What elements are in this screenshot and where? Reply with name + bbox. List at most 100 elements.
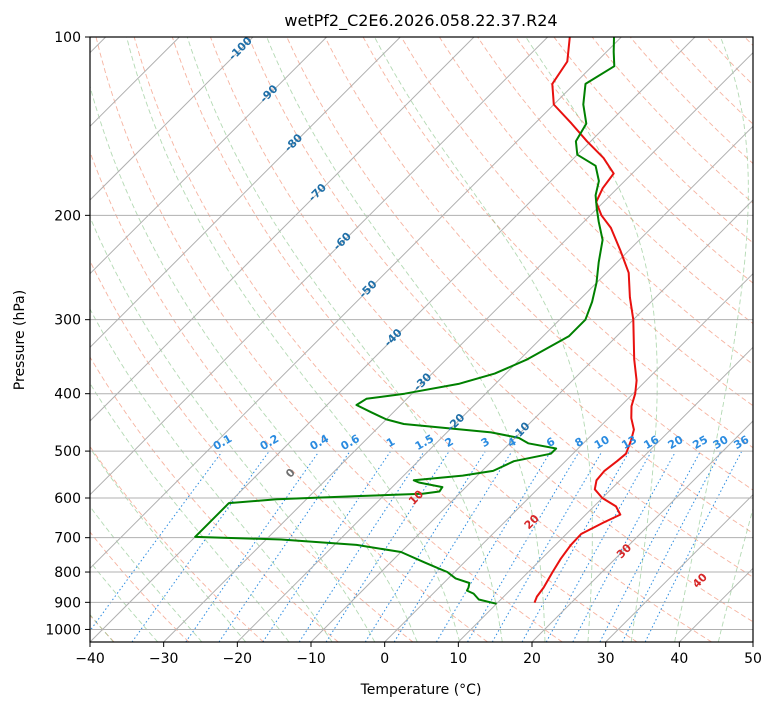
mixing-ratio-label: 20 <box>666 433 686 452</box>
y-tick-label: 800 <box>54 565 81 581</box>
mixing-ratio-label: 0.1 <box>211 432 234 453</box>
dry-adiabat-line <box>362 37 753 449</box>
mixing-ratio-line <box>298 451 425 642</box>
dry-adiabat-line <box>90 445 264 642</box>
isotherm-line <box>384 272 753 642</box>
dry-adiabat-line <box>210 37 753 623</box>
mixing-ratio-label: 1 <box>384 435 397 450</box>
y-tick-label: 600 <box>54 491 81 507</box>
mixing-ratio-label: 10 <box>592 433 612 452</box>
mixing-ratio-line <box>90 451 223 632</box>
dry-adiabat-line <box>324 37 753 491</box>
isotherm-line <box>457 346 753 642</box>
mixing-ratio-label: 36 <box>732 433 752 452</box>
x-tick-label: 10 <box>449 651 467 667</box>
dry-adiabat-line <box>90 259 414 642</box>
mixing-ratio-label: 0.4 <box>308 432 332 453</box>
mixing-ratio-line <box>644 451 742 642</box>
x-axis-label: Temperature (°C) <box>360 682 482 698</box>
isotherm-line <box>163 51 753 642</box>
isotherm-line <box>605 493 753 642</box>
x-axis: −40 −30 −20 −10 0 10 20 30 40 50 <box>75 642 762 667</box>
isotherm-line <box>90 37 696 642</box>
mixing-ratio-label: 16 <box>641 433 661 452</box>
dry-adiabat-line <box>477 37 753 325</box>
isotherm-line <box>90 37 622 570</box>
isotherm-line <box>90 37 549 496</box>
dry-adiabat-line <box>248 37 753 578</box>
mixing-ratio-line <box>218 451 351 642</box>
mixing-ratio-line <box>393 451 513 642</box>
moist-adiabat-line <box>90 216 376 642</box>
mixing-ratio-line <box>521 451 630 642</box>
isotherms <box>90 37 753 642</box>
mixing-ratio-line <box>545 451 652 642</box>
isotherm-label: -50 <box>356 277 379 300</box>
moist-adiabat-label: 20 <box>522 512 542 532</box>
dry-adiabat-line <box>95 37 563 642</box>
isotherm-line <box>310 199 753 642</box>
dry-adiabat-line <box>133 37 638 642</box>
mixing-ratio-label: 13 <box>619 433 639 452</box>
isotherm-label: -100 <box>226 34 255 63</box>
dry-adiabat-line <box>90 531 190 642</box>
isotherm-label: -80 <box>282 131 305 154</box>
temperature-line <box>533 37 638 603</box>
chart-title: wetPf2_C2E6.2026.058.22.37.R24 <box>284 11 557 31</box>
x-tick-label: 20 <box>523 651 541 667</box>
x-tick-label: 0 <box>380 651 389 667</box>
x-tick-label: −10 <box>296 651 326 667</box>
dewpoint-line <box>194 37 616 605</box>
moist-adiabat-line <box>90 447 247 642</box>
isotherm-label: -90 <box>257 82 280 105</box>
y-tick-label: 500 <box>54 444 81 460</box>
y-tick-label: 900 <box>54 595 81 611</box>
sounding-series <box>194 37 638 605</box>
y-axis: 1000 900 800 700 600 500 400 300 200 100 <box>45 30 90 638</box>
isotherm-line <box>90 37 254 201</box>
y-tick-label: 100 <box>54 30 81 46</box>
x-tick-label: −20 <box>223 651 253 667</box>
x-tick-label: 30 <box>597 651 615 667</box>
mixing-ratio-line <box>491 451 603 642</box>
dry-adiabat-line <box>706 37 753 86</box>
dry-adiabat-line <box>286 37 753 534</box>
mixing-ratio-label: 1.5 <box>413 432 436 453</box>
mixing-ratio-line <box>435 451 551 642</box>
isotherm-label: -30 <box>411 370 434 393</box>
dry-adiabat-line <box>90 356 339 642</box>
mixing-ratio-line <box>621 451 722 642</box>
isotherm-line <box>752 641 753 642</box>
y-tick-label: 200 <box>54 208 81 224</box>
y-tick-label: 1000 <box>45 622 81 638</box>
moist-adiabat-line <box>90 382 290 642</box>
isotherm-line <box>90 37 401 349</box>
moist-adiabats <box>90 37 753 642</box>
isotherm-label: -70 <box>306 181 329 204</box>
mixing-ratio-label: 25 <box>690 433 710 452</box>
isotherm-line <box>90 37 328 275</box>
mixing-ratio-label: 0.6 <box>338 432 362 453</box>
dry-adiabat-line <box>668 37 753 125</box>
mixing-ratio-label: 3 <box>479 435 492 450</box>
dry-adiabat-line <box>553 37 753 244</box>
x-tick-label: 50 <box>744 651 762 667</box>
moist-adiabat-line <box>126 37 461 642</box>
isotherm-line <box>236 125 753 642</box>
x-tick-label: 40 <box>670 651 688 667</box>
mixing-ratio-line <box>599 451 701 642</box>
dry-adiabat-line <box>90 150 488 642</box>
pressure-gridlines <box>90 37 753 630</box>
moist-adiabat-label: 0 <box>283 466 298 481</box>
mixing-ratio-lines <box>90 451 742 642</box>
plot-area: -100-90-80-70-60-50-40-30-20 -100.1 0.2 0.4… <box>90 34 753 642</box>
moist-adiabat-line <box>374 37 593 642</box>
mixing-ratio-line <box>131 451 270 642</box>
x-tick-label: −30 <box>149 651 179 667</box>
mixing-ratio-label: 0.2 <box>258 432 281 453</box>
dry-adiabat-line <box>515 37 753 284</box>
dry-adiabat-line <box>171 37 712 642</box>
x-tick-label: −40 <box>75 651 105 667</box>
isotherm-line <box>531 420 753 642</box>
